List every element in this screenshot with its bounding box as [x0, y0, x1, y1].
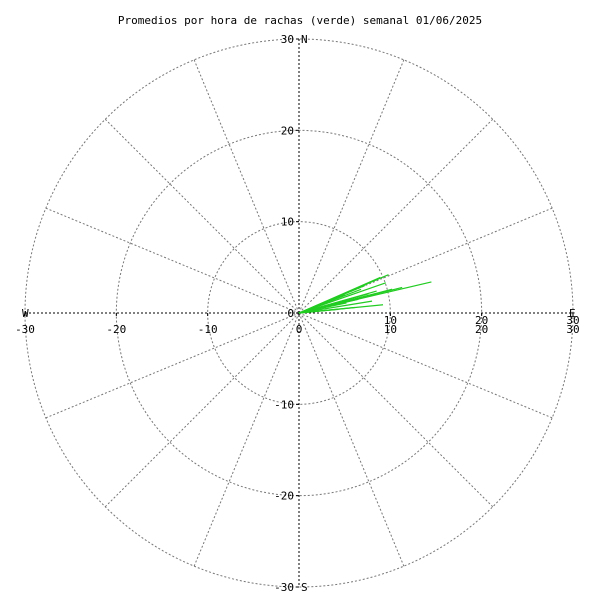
x-tick-label-upper: 30 — [566, 314, 579, 327]
south-label: S — [301, 581, 308, 594]
y-tick-label: 10 — [281, 216, 294, 229]
x-tick-label: 30 — [566, 323, 579, 336]
grid-spoke — [193, 59, 300, 314]
grid-spoke — [45, 207, 300, 314]
north-label: N — [301, 33, 308, 46]
y-tick-label: -30 — [274, 581, 294, 594]
grid-spoke — [298, 312, 405, 567]
gust-vectors — [298, 274, 432, 314]
grid-spoke — [298, 312, 494, 508]
grid-spoke — [104, 118, 300, 314]
x-tick-label: 0 — [296, 323, 303, 336]
y-tick-label: -20 — [274, 490, 294, 503]
y-tick-label: 30 — [281, 33, 294, 46]
grid-spoke — [193, 312, 300, 567]
grid-spoke — [104, 312, 300, 508]
y-tick-label: 0 — [287, 307, 294, 320]
grid-spoke — [45, 312, 300, 419]
y-tick-label: -10 — [274, 398, 294, 411]
y-tick-label: 20 — [281, 124, 294, 137]
x-tick-label: -30 — [15, 323, 35, 336]
grid-spoke — [298, 118, 494, 314]
x-tick-label: 10 — [384, 323, 397, 336]
x-tick-label-upper: 10 — [384, 314, 397, 327]
gust-vector — [298, 290, 377, 314]
gust-vector — [298, 294, 345, 314]
direction-labels: N S E W — [22, 33, 576, 594]
grid-spoke — [298, 59, 405, 314]
x-tick-label-upper: 20 — [475, 314, 488, 327]
x-tick-label: -10 — [198, 323, 218, 336]
gust-vector — [298, 308, 339, 314]
west-label: W — [22, 307, 29, 320]
x-tick-label: -20 — [106, 323, 126, 336]
grid-spoke — [298, 312, 553, 419]
x-tick-label: 20 — [475, 323, 488, 336]
chart-title: Promedios por hora de rachas (verde) sem… — [118, 14, 482, 27]
east-label: E — [569, 307, 576, 320]
